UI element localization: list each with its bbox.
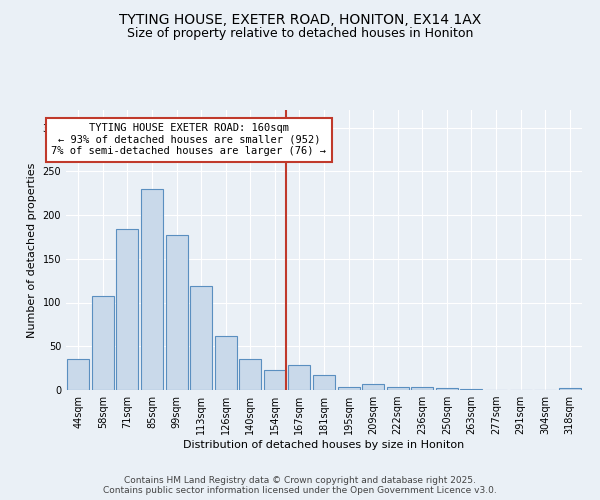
Bar (215, 336, 237, 390)
X-axis label: Distribution of detached houses by size in Honiton: Distribution of detached houses by size … (184, 440, 464, 450)
Bar (313, 375, 335, 390)
Bar (362, 384, 384, 390)
Bar (264, 370, 286, 390)
Bar (190, 286, 212, 390)
Bar (166, 235, 188, 390)
Bar (338, 386, 359, 390)
Bar (289, 364, 310, 390)
Bar (141, 188, 163, 390)
Bar (436, 388, 458, 390)
Text: Size of property relative to detached houses in Honiton: Size of property relative to detached ho… (127, 28, 473, 40)
Text: TYTING HOUSE, EXETER ROAD, HONITON, EX14 1AX: TYTING HOUSE, EXETER ROAD, HONITON, EX14… (119, 12, 481, 26)
Bar (559, 388, 581, 390)
Bar (460, 389, 482, 390)
Bar (386, 388, 409, 390)
Bar (92, 296, 114, 390)
Text: Contains HM Land Registry data © Crown copyright and database right 2025.
Contai: Contains HM Land Registry data © Crown c… (103, 476, 497, 495)
Bar (67, 360, 89, 390)
Bar (239, 358, 262, 390)
Y-axis label: Number of detached properties: Number of detached properties (27, 162, 37, 338)
Bar (116, 229, 139, 390)
Bar (411, 388, 433, 390)
Text: TYTING HOUSE EXETER ROAD: 160sqm
← 93% of detached houses are smaller (952)
7% o: TYTING HOUSE EXETER ROAD: 160sqm ← 93% o… (52, 123, 326, 156)
